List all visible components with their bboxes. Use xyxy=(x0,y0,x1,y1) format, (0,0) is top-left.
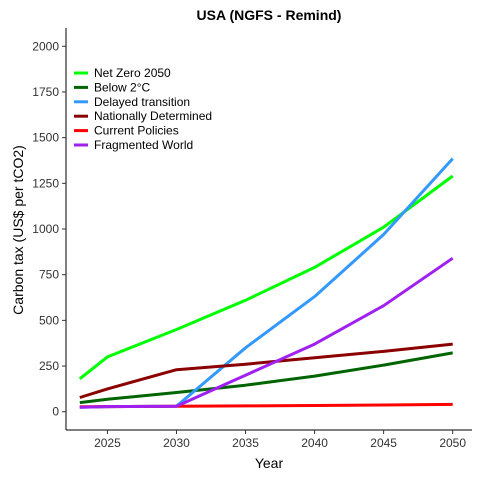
series-line-3 xyxy=(79,342,453,399)
series-line-0 xyxy=(78,174,454,380)
series-line-2 xyxy=(79,157,454,409)
y-tick-label: 1000 xyxy=(32,222,59,236)
y-tick-label: 250 xyxy=(39,359,59,373)
legend-label-2: Delayed transition xyxy=(94,95,190,109)
series-lines xyxy=(78,157,454,409)
x-axis-ticks: 2025 2030 2035 2040 2045 2050 xyxy=(94,430,466,450)
y-tick-label: 1500 xyxy=(32,131,59,145)
y-tick-label: 1250 xyxy=(32,176,59,190)
legend-label-5: Fragmented World xyxy=(94,138,193,152)
y-tick-label: 2000 xyxy=(32,39,59,53)
legend-label-3: Nationally Determined xyxy=(94,109,212,123)
x-tick-label: 2035 xyxy=(232,436,259,450)
y-axis-title: Carbon tax (US$ per tCO2) xyxy=(10,145,26,315)
x-tick-label: 2040 xyxy=(301,436,328,450)
y-tick-label: 1750 xyxy=(32,85,59,99)
series-line-1 xyxy=(79,351,453,405)
y-tick-label: 0 xyxy=(52,405,59,419)
chart-title: USA (NGFS - Remind) xyxy=(197,7,342,23)
x-tick-label: 2030 xyxy=(163,436,190,450)
x-tick-label: 2045 xyxy=(370,436,397,450)
legend-label-4: Current Policies xyxy=(94,124,179,138)
x-axis-title: Year xyxy=(255,455,284,471)
x-tick-label: 2050 xyxy=(439,436,466,450)
y-tick-label: 750 xyxy=(39,268,59,282)
legend-label-1: Below 2°C xyxy=(94,80,150,94)
y-tick-label: 500 xyxy=(39,313,59,327)
legend-label-0: Net Zero 2050 xyxy=(94,66,171,80)
series-line-5 xyxy=(79,256,454,409)
y-axis-ticks: 0 250 500 750 1000 1250 1500 1750 2000 xyxy=(32,39,66,419)
x-tick-label: 2025 xyxy=(94,436,121,450)
